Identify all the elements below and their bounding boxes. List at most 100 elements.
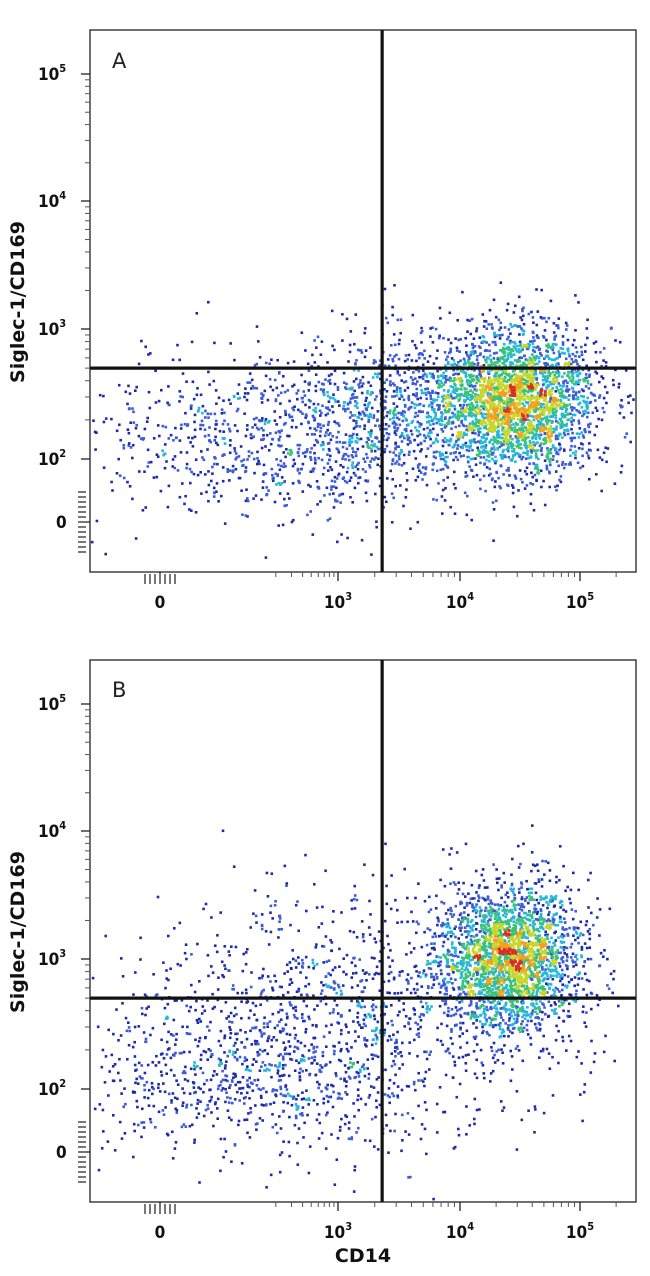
event-point bbox=[296, 451, 300, 454]
event-point bbox=[442, 394, 446, 398]
event-point bbox=[587, 430, 591, 434]
event-point bbox=[166, 505, 170, 509]
event-point bbox=[526, 401, 530, 405]
event-point bbox=[546, 937, 549, 941]
event-point bbox=[570, 357, 574, 361]
event-point bbox=[524, 382, 528, 385]
event-point bbox=[246, 392, 250, 395]
event-point bbox=[512, 923, 516, 927]
event-point bbox=[274, 399, 278, 403]
event-point bbox=[525, 371, 529, 374]
event-point bbox=[521, 378, 525, 381]
event-point bbox=[333, 480, 337, 483]
event-point bbox=[584, 409, 587, 413]
event-point bbox=[482, 419, 486, 422]
event-point bbox=[351, 436, 354, 440]
event-point bbox=[256, 450, 259, 454]
event-point bbox=[469, 444, 473, 447]
event-point bbox=[479, 388, 482, 392]
event-point bbox=[424, 380, 428, 383]
event-point bbox=[497, 398, 501, 401]
event-point bbox=[382, 427, 386, 431]
event-point bbox=[516, 359, 520, 362]
event-point bbox=[346, 407, 350, 411]
event-point bbox=[221, 479, 225, 483]
event-point bbox=[188, 467, 192, 471]
event-point bbox=[428, 354, 432, 358]
event-point bbox=[261, 486, 265, 489]
event-point bbox=[470, 469, 474, 472]
event-point bbox=[470, 397, 474, 400]
event-point bbox=[342, 381, 346, 384]
event-point bbox=[546, 408, 550, 412]
event-point bbox=[335, 447, 339, 450]
event-point bbox=[505, 391, 508, 395]
event-point bbox=[474, 457, 477, 460]
event-point bbox=[462, 363, 466, 366]
event-point bbox=[467, 414, 471, 417]
event-point bbox=[536, 414, 540, 418]
event-point bbox=[518, 360, 522, 363]
event-point bbox=[237, 476, 241, 480]
event-point bbox=[516, 417, 520, 421]
event-point bbox=[209, 412, 213, 416]
event-point bbox=[529, 420, 533, 424]
event-point bbox=[480, 975, 483, 978]
event-point bbox=[485, 1020, 489, 1023]
event-point bbox=[453, 382, 456, 386]
event-point bbox=[511, 857, 514, 861]
event-point bbox=[536, 336, 539, 339]
event-point bbox=[269, 442, 273, 446]
event-point bbox=[276, 473, 280, 476]
event-point bbox=[485, 349, 489, 352]
scatter-points bbox=[90, 281, 635, 559]
event-point bbox=[491, 340, 495, 344]
event-point bbox=[505, 448, 509, 451]
event-point bbox=[545, 417, 549, 420]
event-point bbox=[540, 422, 543, 425]
event-point bbox=[531, 316, 535, 319]
event-point bbox=[386, 477, 389, 480]
event-point bbox=[420, 388, 423, 392]
event-point bbox=[172, 439, 175, 442]
event-point bbox=[552, 896, 555, 899]
event-point bbox=[415, 394, 418, 398]
event-point bbox=[207, 370, 210, 374]
event-point bbox=[536, 449, 539, 452]
event-point bbox=[383, 495, 387, 499]
event-point bbox=[450, 427, 453, 430]
event-point bbox=[558, 355, 562, 358]
event-point bbox=[520, 940, 524, 944]
event-point bbox=[460, 433, 464, 437]
event-point bbox=[183, 422, 187, 426]
event-point bbox=[536, 310, 540, 313]
event-point bbox=[400, 379, 403, 382]
event-point bbox=[399, 318, 403, 321]
event-point bbox=[498, 904, 501, 908]
event-point bbox=[363, 331, 366, 335]
event-point bbox=[402, 462, 406, 465]
event-point bbox=[549, 950, 552, 953]
event-point bbox=[348, 387, 351, 391]
event-point bbox=[404, 417, 408, 421]
event-point bbox=[534, 429, 538, 432]
event-point bbox=[480, 370, 484, 374]
event-point bbox=[567, 388, 571, 391]
event-point bbox=[348, 479, 352, 482]
event-point bbox=[139, 437, 143, 440]
event-point bbox=[212, 379, 216, 383]
event-point bbox=[452, 368, 455, 372]
event-point bbox=[440, 934, 443, 937]
event-point bbox=[472, 1022, 475, 1025]
event-point bbox=[403, 371, 407, 374]
event-point bbox=[526, 413, 529, 417]
event-point bbox=[388, 409, 392, 412]
event-point bbox=[539, 442, 543, 445]
event-point bbox=[552, 427, 555, 431]
event-point bbox=[444, 378, 448, 381]
event-point bbox=[498, 404, 502, 408]
event-point bbox=[567, 398, 571, 401]
event-point bbox=[561, 393, 564, 397]
event-point bbox=[484, 909, 487, 913]
event-point bbox=[416, 420, 420, 424]
